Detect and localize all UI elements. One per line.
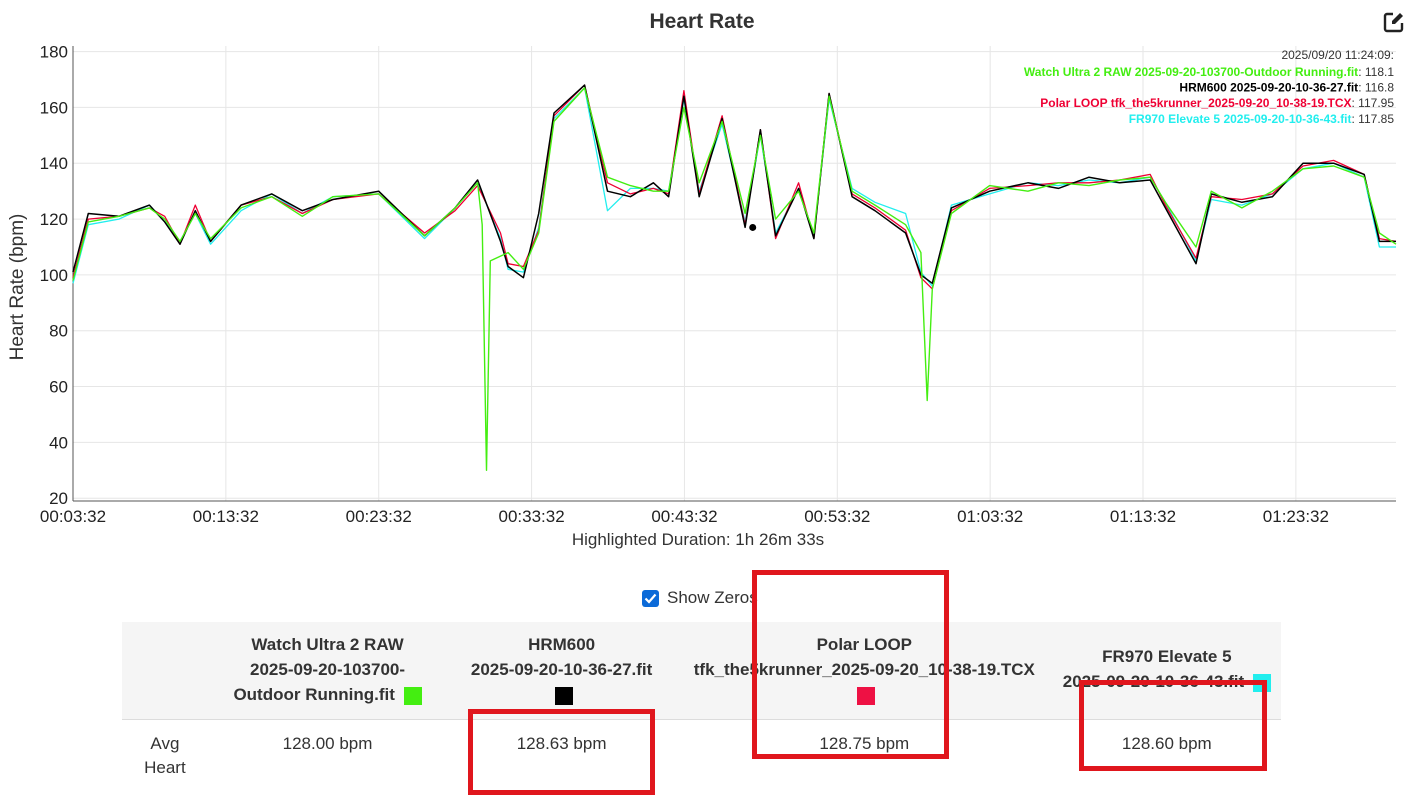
chart-grid [72, 46, 1396, 501]
y-tick-label: 140 [40, 154, 68, 173]
x-tick-label: 00:53:32 [804, 507, 870, 526]
show-zeros-control[interactable]: Show Zeros [642, 588, 758, 608]
y-tick-label: 100 [40, 266, 68, 285]
col-line: Polar LOOP [816, 635, 913, 654]
show-zeros-checkbox[interactable] [642, 589, 659, 607]
y-tick-label: 80 [49, 322, 68, 341]
row-label-line: Avg [150, 734, 180, 753]
legend-entry: Watch Ultra 2 RAW 2025-09-20-103700-Outd… [1024, 65, 1394, 79]
x-tick-label: 01:13:32 [1110, 507, 1176, 526]
legend-timestamp: 2025/09/20 11:24:09: [1281, 48, 1394, 62]
row-label: Avg Heart [122, 720, 208, 793]
stats-header-empty [122, 622, 208, 720]
heart-rate-chart: Heart Rate 20 40 60 80 100 120 140 160 180 00:03… [7, 10, 1397, 549]
chart-title: Heart Rate [649, 10, 754, 33]
legend-entry: HRM600 2025-09-20-10-36-27.fit: 116.8 [1179, 81, 1394, 95]
col-line: Watch Ultra 2 RAW [251, 635, 404, 654]
stats-col-header: Watch Ultra 2 RAW 2025-09-20-103700- Out… [207, 622, 448, 720]
y-tick-label: 40 [49, 433, 68, 452]
x-tick-label: 01:03:32 [957, 507, 1023, 526]
y-tick-label: 180 [40, 43, 68, 62]
y-tick-label: 60 [49, 378, 68, 397]
x-tick-label: 00:43:32 [651, 507, 717, 526]
col-line: HRM600 [528, 635, 596, 654]
x-tick-label: 01:23:32 [1263, 507, 1329, 526]
col-line: Outdoor Running.fit [233, 685, 395, 704]
hover-marker [749, 223, 757, 231]
stats-value: 128.60 bpm [1121, 734, 1212, 753]
col-line: 2025-09-20-10-36-43.fit [1062, 672, 1245, 691]
legend-entry: FR970 Elevate 5 2025-09-20-10-36-43.fit:… [1129, 112, 1395, 126]
y-tick-label: 20 [49, 489, 68, 508]
series-color-swatch [403, 686, 422, 705]
series-color-swatch [554, 686, 573, 705]
series-color-swatch [857, 686, 876, 705]
legend-series-value: : 118.1 [1358, 65, 1394, 79]
legend-series-value: : 116.8 [1358, 81, 1394, 95]
col-line: 2025-09-20-10-36-27.fit [470, 660, 653, 679]
col-line: FR970 Elevate 5 [1102, 647, 1232, 666]
chart-legend: 2025/09/20 11:24:09: Watch Ultra 2 RAW 20… [1024, 48, 1394, 126]
y-tick-label: 160 [40, 98, 68, 117]
stats-value: 128.75 bpm [819, 734, 910, 753]
y-axis: 20 40 60 80 100 120 140 160 180 [40, 43, 74, 508]
y-axis-label: Heart Rate (bpm) [7, 214, 28, 361]
col-line: tfk_the5krunner_2025-09-20_10-38-19.TCX [693, 660, 1035, 679]
stats-col-header: Polar LOOP tfk_the5krunner_2025-09-20_10… [675, 622, 1053, 720]
stats-table: Watch Ultra 2 RAW 2025-09-20-103700- Out… [122, 622, 1281, 792]
stats-header-row: Watch Ultra 2 RAW 2025-09-20-103700- Out… [122, 622, 1281, 720]
stats-row-avg-heart: Avg Heart 128.00 bpm 128.63 bpm 128.75 b… [122, 720, 1281, 793]
col-line: 2025-09-20-103700- [250, 660, 406, 679]
legend-entry: Polar LOOP tfk_the5krunner_2025-09-20_10… [1040, 96, 1394, 110]
x-tick-label: 00:33:32 [498, 507, 564, 526]
legend-series-name: Watch Ultra 2 RAW 2025-09-20-103700-Outd… [1024, 65, 1358, 79]
series-line [72, 87, 1397, 471]
stats-col-header: HRM600 2025-09-20-10-36-27.fit [447, 622, 676, 720]
legend-series-name: FR970 Elevate 5 2025-09-20-10-36-43.fit [1129, 112, 1352, 126]
x-axis: 00:03:32 00:13:32 00:23:32 00:33:32 00:43:32… [40, 500, 1396, 526]
series-line [72, 84, 1396, 285]
legend-series-name: Polar LOOP tfk_the5krunner_2025-09-20_10… [1040, 96, 1351, 110]
y-tick-label: 120 [40, 210, 68, 229]
x-axis-label: Highlighted Duration: 1h 26m 33s [572, 530, 824, 549]
stats-value: 128.63 bpm [516, 734, 607, 753]
chart-series [72, 84, 1397, 471]
stats-col-header: FR970 Elevate 5 2025-09-20-10-36-43.fit [1052, 622, 1281, 720]
legend-series-value: : 117.85 [1352, 112, 1395, 126]
x-tick-label: 00:13:32 [193, 507, 259, 526]
edit-export-icon[interactable] [1383, 11, 1405, 33]
legend-series-value: : 117.95 [1352, 96, 1395, 110]
stats-value: 128.00 bpm [282, 734, 373, 753]
legend-series-name: HRM600 2025-09-20-10-36-27.fit [1179, 81, 1358, 95]
row-label-line: Heart [144, 758, 186, 777]
x-tick-label: 00:03:32 [40, 507, 106, 526]
x-tick-label: 00:23:32 [346, 507, 412, 526]
series-color-swatch [1252, 673, 1271, 692]
show-zeros-label: Show Zeros [667, 588, 758, 607]
